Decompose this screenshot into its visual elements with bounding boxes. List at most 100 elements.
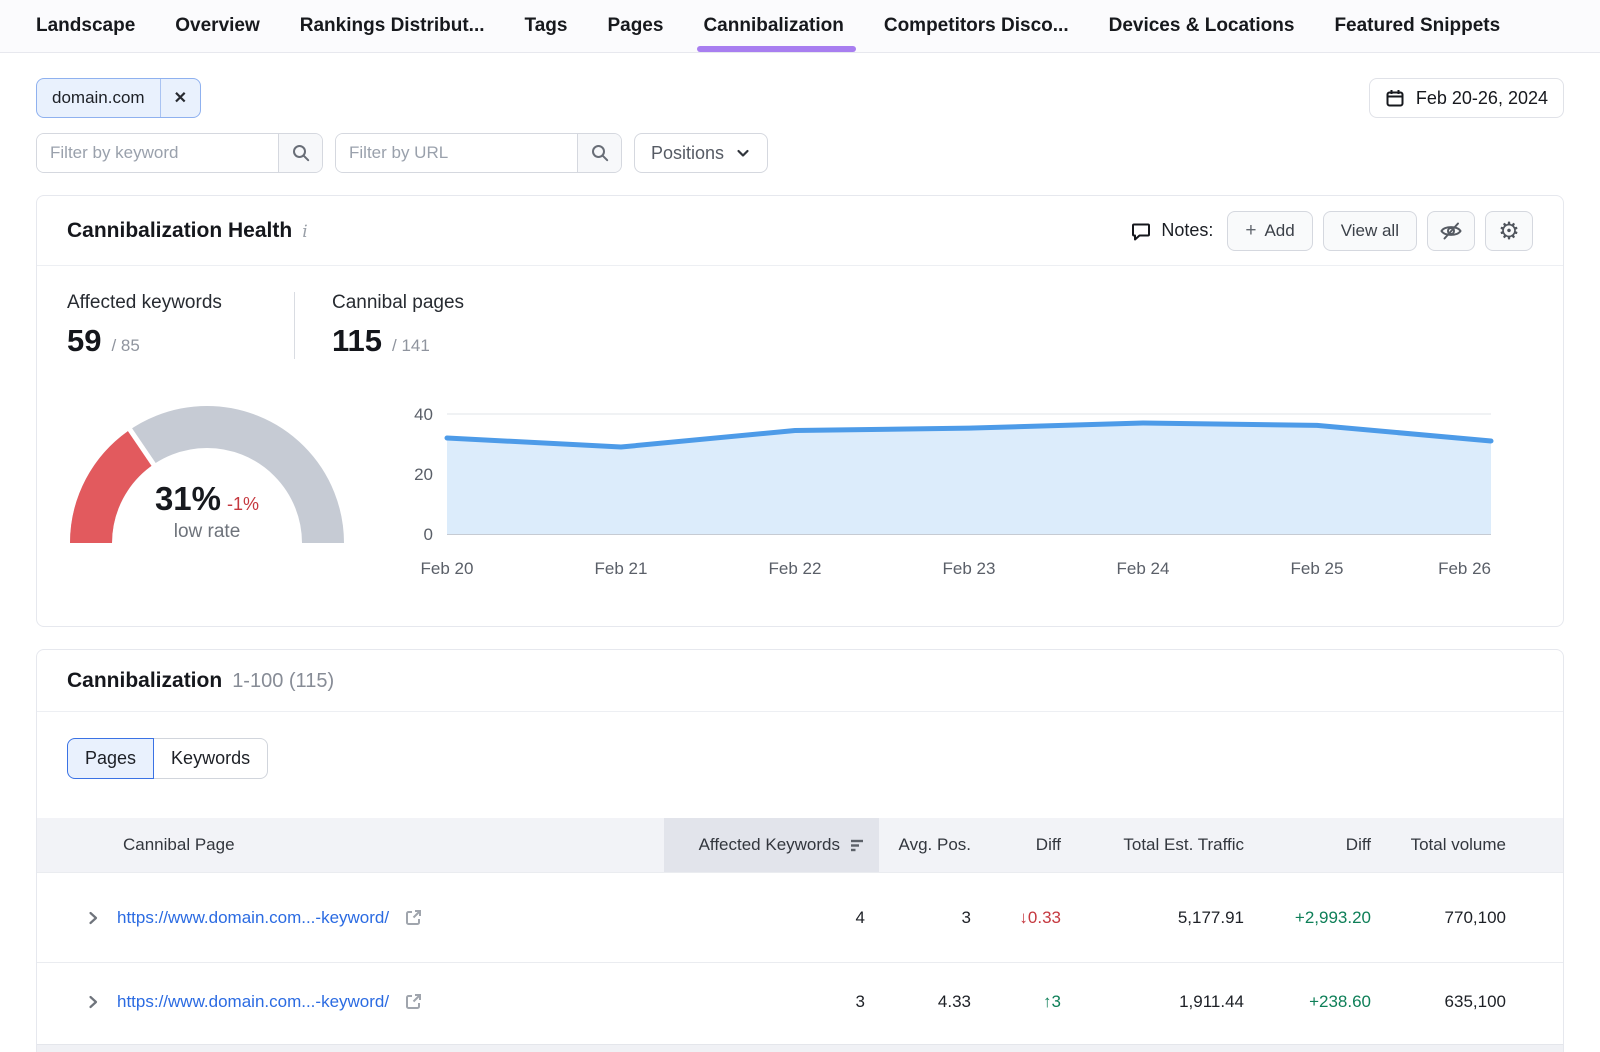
toolbar: domain.com ✕ Feb 20-26, 2024 [0,78,1600,173]
cannibal-page-link[interactable]: https://www.domain.com...-keyword/ [117,908,389,928]
trend-chart-wrap: 0 20 40 Feb 20 Feb 21 Feb 22 Feb 23 Feb 24 Feb 2… [389,384,1529,584]
gauge-percent: 31% [155,480,221,517]
note-bubble-icon [1130,220,1152,242]
nav-tab-landscape[interactable]: Landscape [36,0,135,53]
cannibalization-table-card: Cannibalization 1-100 (115) Pages Keywor… [36,649,1564,1052]
svg-text:Feb 20: Feb 20 [421,559,474,578]
external-link-icon [404,908,423,927]
col-cannibal-page[interactable]: Cannibal Page [37,818,664,872]
next-row-edge [37,1044,1563,1052]
url-filter [335,133,622,173]
keyword-search-button[interactable] [278,134,322,172]
svg-text:40: 40 [414,405,433,424]
hide-notes-button[interactable] [1427,211,1475,251]
chip-close-icon[interactable]: ✕ [160,79,200,117]
pos-diff-cell: ↓0.33 [971,873,1061,962]
col-total-volume[interactable]: Total volume [1371,818,1506,872]
svg-text:Feb 24: Feb 24 [1117,559,1170,578]
nav-tab-competitors-disco[interactable]: Competitors Disco... [884,0,1069,53]
col-avg-pos[interactable]: Avg. Pos. [879,818,971,872]
stat-affected-keywords: Affected keywords 59 / 85 [67,292,294,359]
positions-dropdown[interactable]: Positions [634,133,768,173]
settings-button[interactable]: ⚙ [1485,211,1533,251]
info-icon[interactable]: i [302,222,307,242]
svg-text:Feb 26: Feb 26 [1438,559,1491,578]
eye-slash-icon [1439,219,1463,243]
nav-tab-tags[interactable]: Tags [525,0,568,53]
top-navigation: Landscape Overview Rankings Distribut... Ta… [0,0,1600,53]
col-diff[interactable]: Diff [971,818,1061,872]
positions-dropdown-label: Positions [651,143,724,164]
open-page-button[interactable] [404,992,423,1011]
domain-chip-label: domain.com [37,79,160,117]
total-volume-cell: 635,100 [1371,963,1506,1040]
cannibal-page-link[interactable]: https://www.domain.com...-keyword/ [117,992,389,1012]
nav-tab-featured-snippets[interactable]: Featured Snippets [1334,0,1500,53]
svg-text:Feb 23: Feb 23 [943,559,996,578]
health-card-title: Cannibalization Health i [67,219,308,243]
col-traffic-diff[interactable]: Diff [1244,818,1371,872]
avg-pos-cell: 4.33 [879,963,971,1040]
col-total-est-traffic[interactable]: Total Est. Traffic [1061,818,1244,872]
svg-text:Feb 21: Feb 21 [595,559,648,578]
calendar-icon [1385,88,1405,108]
keyword-filter-input[interactable] [37,134,278,172]
cannibal-pages-value: 115 [332,323,382,359]
search-icon [590,143,610,163]
svg-text:20: 20 [414,465,433,484]
open-page-button[interactable] [404,908,423,927]
table-range-label: 1-100 (115) [232,670,334,693]
table-header-row: Cannibal Page Affected Keywords Avg. Pos… [37,818,1563,872]
search-icon [291,143,311,163]
affected-keywords-total: / 85 [111,336,139,356]
notes-label: Notes: [1130,220,1213,242]
affected-keywords-value: 59 [67,323,101,359]
url-search-button[interactable] [577,134,621,172]
total-volume-cell: 770,100 [1371,873,1506,962]
nav-tab-pages[interactable]: Pages [607,0,663,53]
avg-pos-cell: 3 [879,873,971,962]
sort-desc-icon [849,838,865,852]
toggle-pages[interactable]: Pages [67,738,154,779]
cannibalization-table: Cannibal Page Affected Keywords Avg. Pos… [37,818,1563,1040]
svg-text:0: 0 [424,525,433,544]
chevron-right-icon [84,909,102,927]
date-range-label: Feb 20-26, 2024 [1416,88,1548,109]
plus-icon: + [1245,220,1256,242]
table-row: https://www.domain.com...-keyword/34.33↑… [37,962,1563,1040]
keyword-filter [36,133,323,173]
est-traffic-cell: 5,177.91 [1061,873,1244,962]
table-body: https://www.domain.com...-keyword/43↓0.3… [37,872,1563,1040]
health-stats: Affected keywords 59 / 85 Cannibal pages… [67,292,554,359]
svg-text:Feb 22: Feb 22 [769,559,822,578]
toggle-keywords[interactable]: Keywords [154,738,268,779]
traffic-diff-cell: +2,993.20 [1244,873,1371,962]
stat-cannibal-pages: Cannibal pages 115 / 141 [294,292,554,359]
traffic-diff-cell: +238.60 [1244,963,1371,1040]
gauge-diff: -1% [227,494,259,514]
gear-icon: ⚙ [1498,219,1520,243]
nav-tab-devices-locations[interactable]: Devices & Locations [1109,0,1295,53]
date-range-picker[interactable]: Feb 20-26, 2024 [1369,78,1564,118]
pages-keywords-toggle: Pages Keywords [67,738,268,779]
cannibalization-health-card: Cannibalization Health i Notes: + Add Vi… [36,195,1564,627]
col-affected-keywords[interactable]: Affected Keywords [664,818,879,872]
expand-row-button[interactable] [84,909,102,927]
table-card-title: Cannibalization 1-100 (115) [67,669,334,693]
health-gauge: 31% -1% low rate [67,396,347,546]
nav-tab-overview[interactable]: Overview [175,0,260,53]
url-filter-input[interactable] [336,134,577,172]
external-link-icon [404,992,423,1011]
nav-tab-cannibalization[interactable]: Cannibalization [703,0,843,53]
affected-keywords-cell: 4 [664,873,879,962]
trend-area-chart: 0 20 40 Feb 20 Feb 21 Feb 22 Feb 23 Feb 24 Feb 2… [389,384,1529,584]
est-traffic-cell: 1,911.44 [1061,963,1244,1040]
add-note-button[interactable]: + Add [1227,211,1312,251]
view-all-notes-button[interactable]: View all [1323,211,1417,251]
affected-keywords-cell: 3 [664,963,879,1040]
domain-filter-chip[interactable]: domain.com ✕ [36,78,201,118]
nav-tab-rankings-distribut[interactable]: Rankings Distribut... [300,0,485,53]
gauge-caption: low rate [67,521,347,543]
expand-row-button[interactable] [84,993,102,1011]
cannibal-pages-total: / 141 [392,336,430,356]
